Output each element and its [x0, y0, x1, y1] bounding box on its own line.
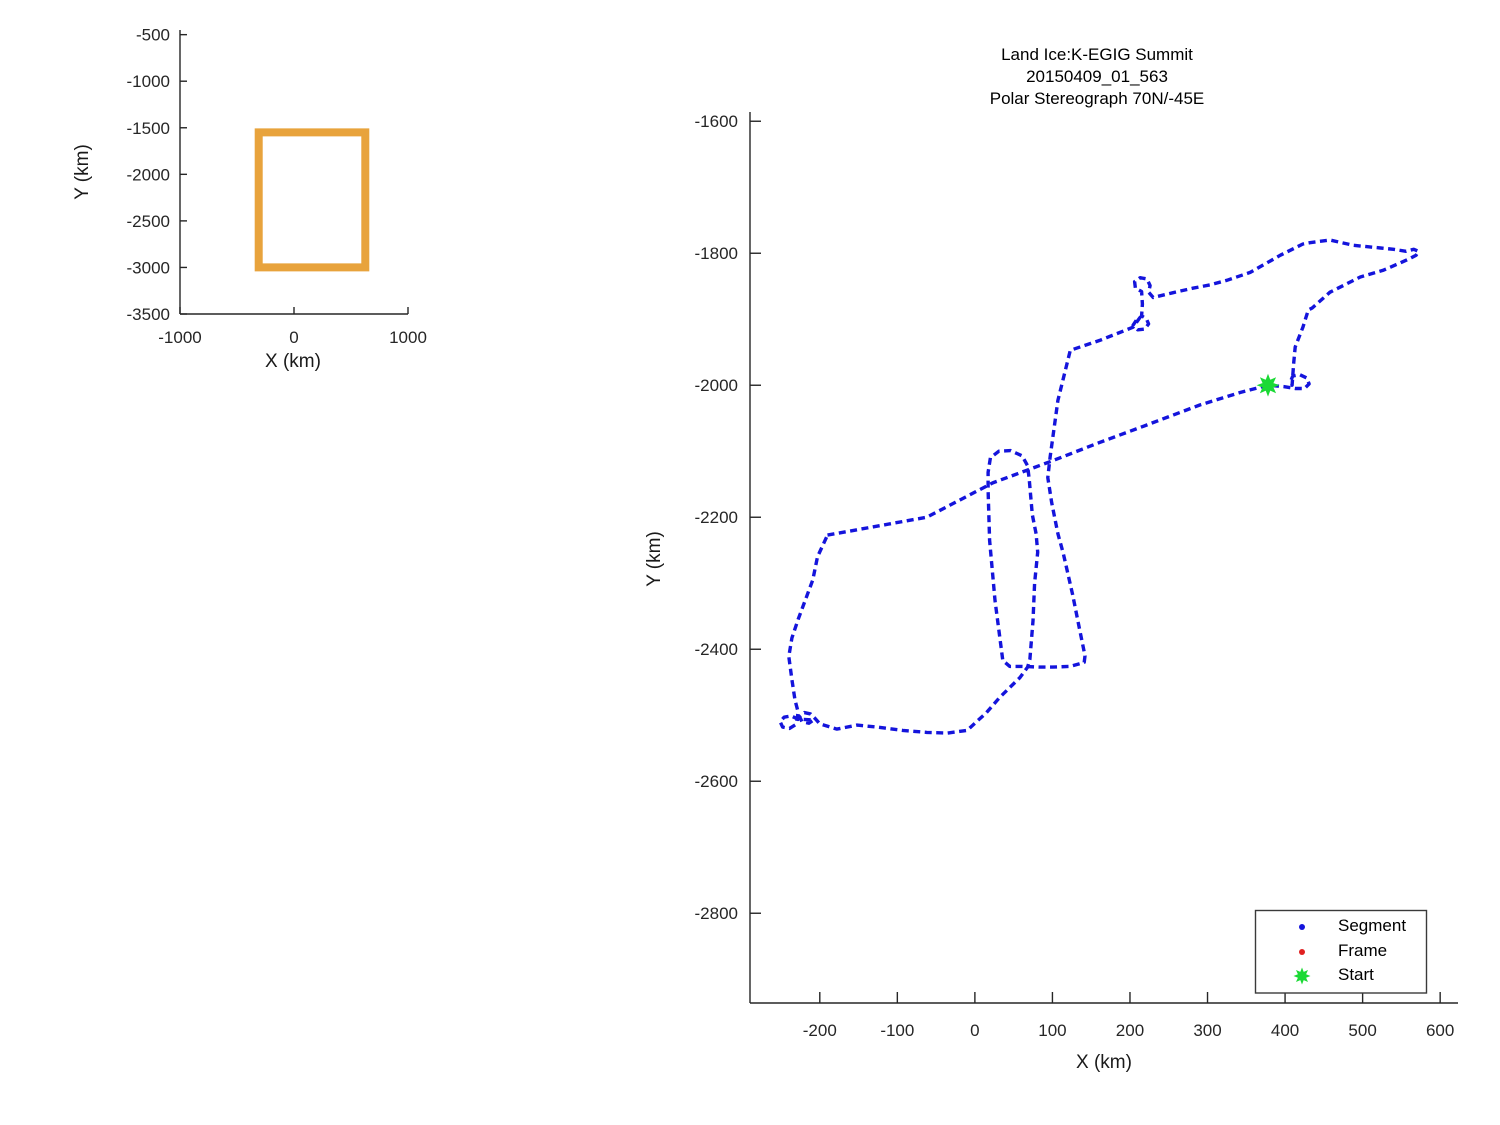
legend	[1254, 909, 1428, 994]
flight-track-x-tick-label: 100	[1038, 1021, 1066, 1040]
overview-inset-x-tick-label: -1000	[158, 328, 201, 347]
flight-track-y-tick-label: -2800	[695, 904, 738, 923]
start-marker	[1256, 373, 1280, 397]
overview-inset-x-tick-label: 1000	[389, 328, 427, 347]
flight-track-plot: -200 -100 0 100 200 300 400 500 600 -1600 -1800 -20…	[695, 112, 1458, 1040]
legend-marker-frame	[1299, 949, 1305, 955]
flight-track-y-tick-label: -1600	[695, 112, 738, 131]
overview-inset-x-tick-label: 0	[289, 328, 298, 347]
legend-label-segment: Segment	[1338, 916, 1407, 935]
flight-track-x-tick-label: 300	[1193, 1021, 1221, 1040]
plot-title-line-3: Polar Stereograph 70N/-45E	[989, 89, 1205, 108]
overview-inset-y-tick-label: -3500	[127, 305, 170, 324]
plot-title-line-1: Land Ice:K-EGIG Summit	[1001, 45, 1193, 64]
legend-marker-start	[1293, 967, 1311, 985]
main-y-axis-label: Y (km)	[644, 531, 665, 587]
overview-inset-y-tick-label: -1500	[127, 119, 170, 138]
flight-track-x-tick-label: -200	[803, 1021, 837, 1040]
main-x-axis-label: X (km)	[1076, 1052, 1132, 1073]
flight-track-x-tick-label: 600	[1426, 1021, 1454, 1040]
flight-track-y-tick-label: -2200	[695, 508, 738, 527]
flight-track-y-tick-label: -2000	[695, 376, 738, 395]
overview-inset-y-tick-label: -2000	[127, 165, 170, 184]
overview-inset-y-tick-label: -1000	[127, 72, 170, 91]
flight-track-y-tick-label: -1800	[695, 244, 738, 263]
inset-x-axis-label: X (km)	[265, 351, 321, 372]
legend-marker-segment	[1299, 924, 1305, 930]
flight-track-x-tick-label: 0	[970, 1021, 979, 1040]
legend-label-start: Start	[1338, 965, 1374, 984]
overview-inset-plot: -1000 0 1000 -500 -1000 -1500 -2000 -2500 -3000 -…	[127, 26, 427, 347]
flight-track-x-tick-label: 200	[1116, 1021, 1144, 1040]
flight-track-x-tick-label: 400	[1271, 1021, 1299, 1040]
coverage-box	[254, 128, 370, 272]
legend-box	[1254, 909, 1428, 994]
flight-track-x-tick-label: -100	[880, 1021, 914, 1040]
plot-title: Land Ice:K-EGIG Summit 20150409_01_563 P…	[897, 44, 1297, 110]
overview-inset-y-tick-label: -500	[136, 26, 170, 45]
flight-track-x-tick-label: 500	[1348, 1021, 1376, 1040]
overview-inset-y-tick-label: -2500	[127, 212, 170, 231]
inset-y-axis-label: Y (km)	[72, 144, 93, 200]
plot-title-line-2: 20150409_01_563	[1026, 67, 1168, 86]
overview-inset-y-tick-label: -3000	[127, 258, 170, 277]
flight-track-y-tick-label: -2600	[695, 772, 738, 791]
flight-path	[778, 238, 1421, 735]
flight-track-y-tick-label: -2400	[695, 640, 738, 659]
legend-label-frame: Frame	[1338, 941, 1388, 960]
